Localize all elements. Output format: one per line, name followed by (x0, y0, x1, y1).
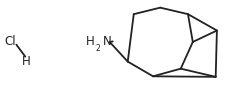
Text: H: H (86, 35, 94, 48)
Text: H: H (22, 55, 31, 68)
Text: 2: 2 (96, 44, 100, 53)
Text: N: N (102, 35, 111, 48)
Text: Cl: Cl (4, 35, 16, 48)
